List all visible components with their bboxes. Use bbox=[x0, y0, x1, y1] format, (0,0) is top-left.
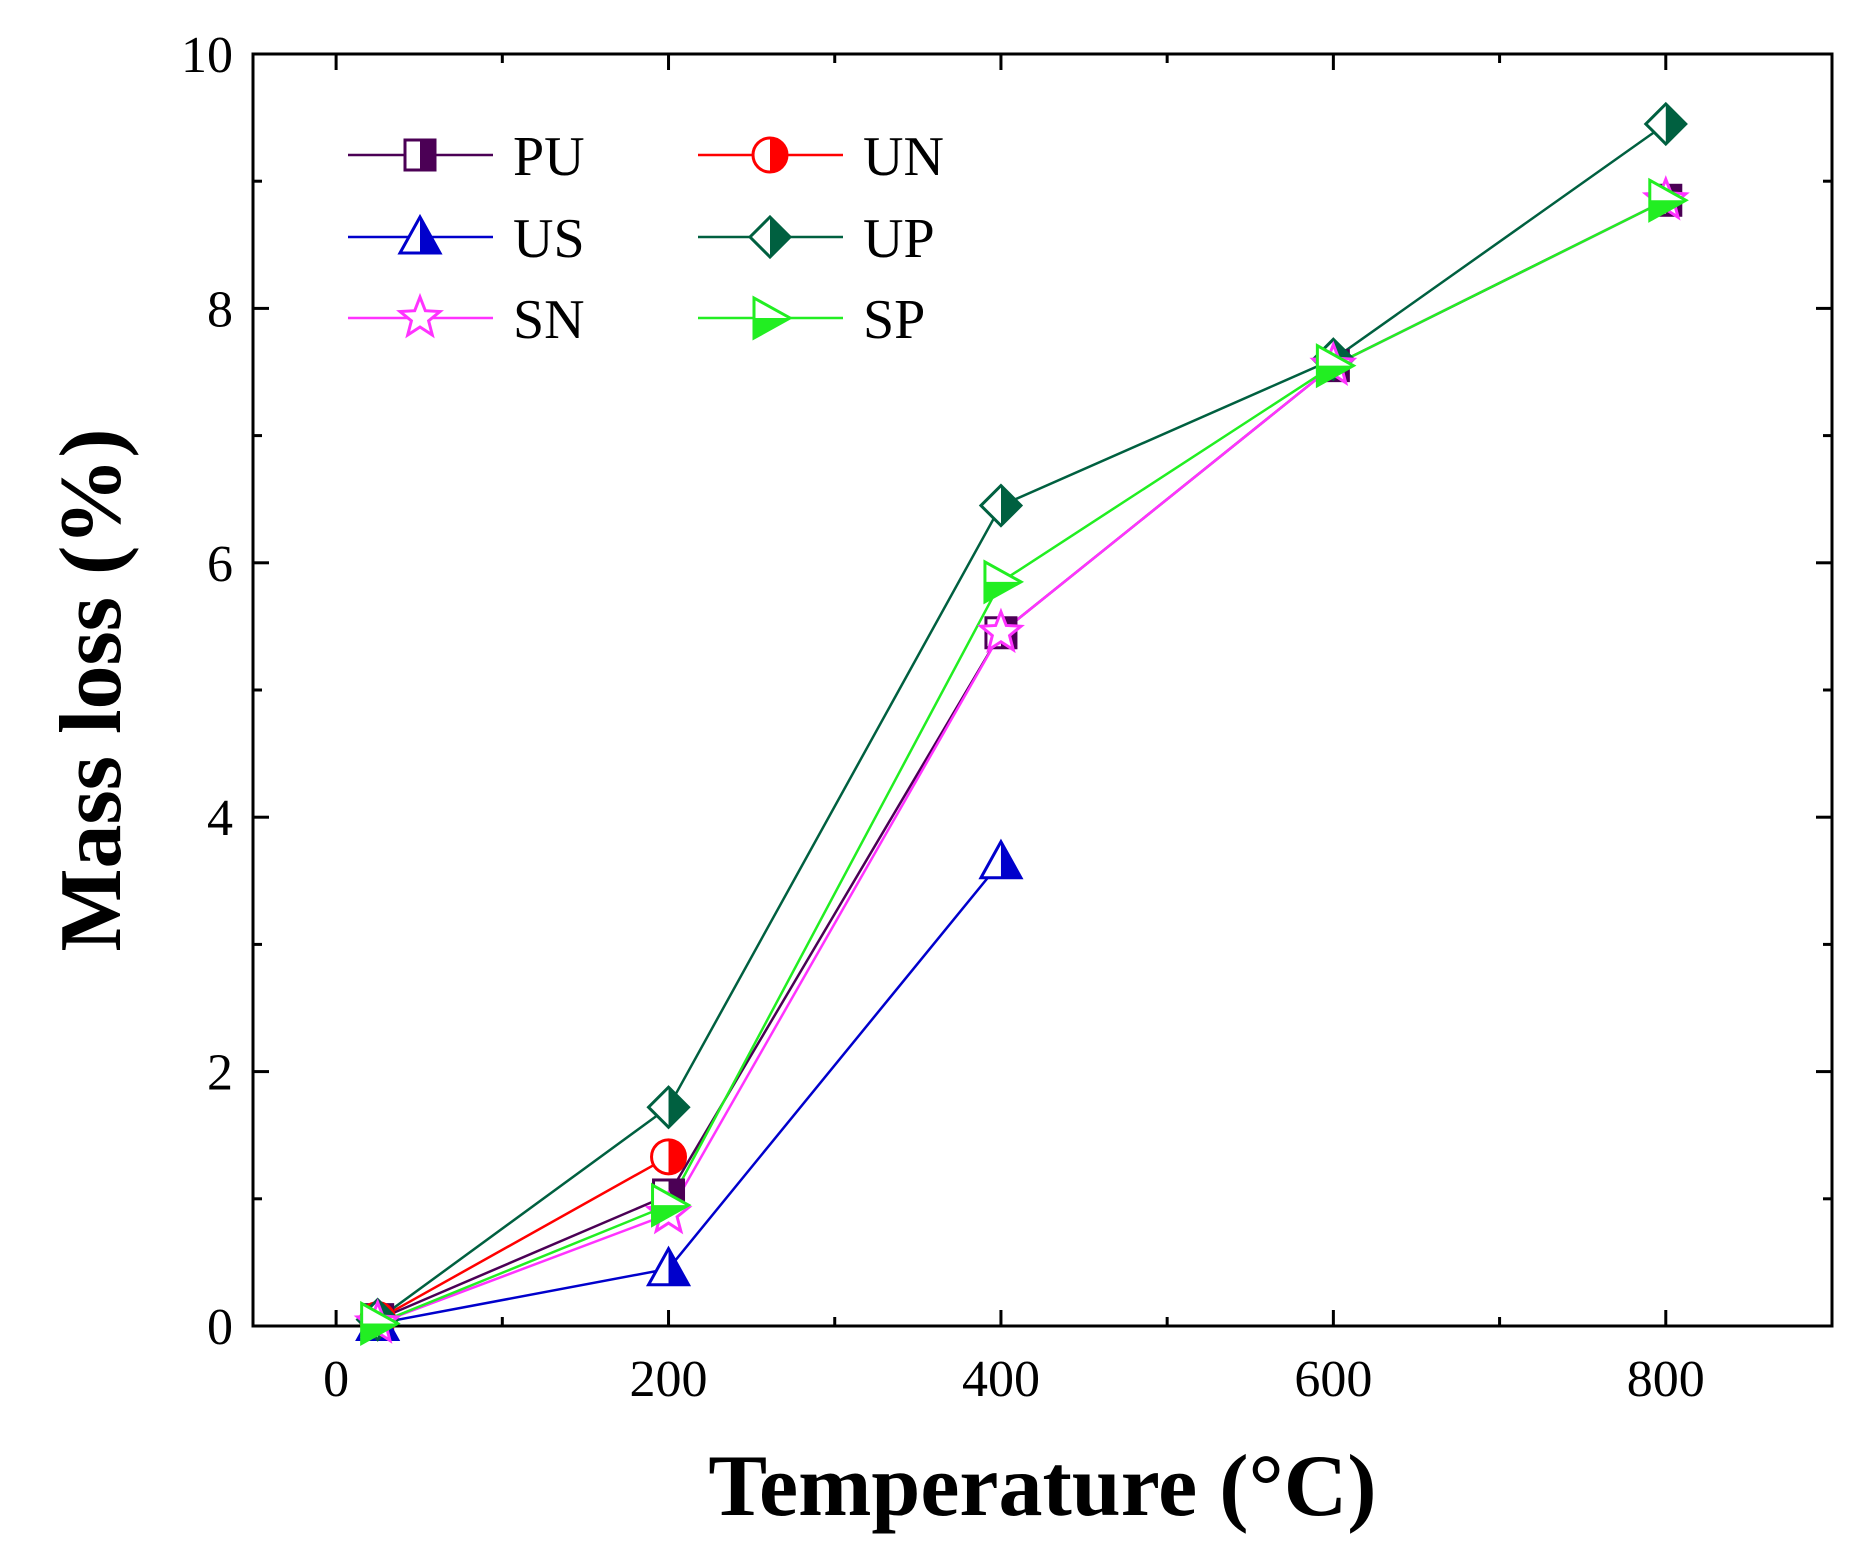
marker-fill bbox=[668, 1248, 689, 1285]
legend-label-sp: SP bbox=[863, 289, 925, 351]
legend-swatch-marker bbox=[747, 214, 793, 260]
data-point-up bbox=[978, 483, 1024, 528]
data-point-sp bbox=[1315, 343, 1357, 389]
y-tick-label: 0 bbox=[207, 1299, 233, 1356]
x-tick-label: 0 bbox=[323, 1351, 349, 1408]
legend-label-up: UP bbox=[863, 208, 935, 270]
marker-outline bbox=[976, 607, 1025, 654]
marker-fill bbox=[1649, 200, 1686, 221]
marker-fill bbox=[668, 1139, 686, 1174]
x-tick-label: 200 bbox=[630, 1351, 708, 1408]
marker-outline bbox=[396, 292, 444, 339]
series-line-sp bbox=[377, 199, 1667, 1325]
marker-fill bbox=[668, 1087, 689, 1128]
data-point-sp bbox=[1648, 177, 1689, 223]
data-point-sn bbox=[976, 607, 1025, 654]
legend-swatch-marker bbox=[397, 213, 443, 255]
data-point-sp bbox=[651, 1182, 692, 1228]
legend-item-sp: SP bbox=[698, 289, 925, 351]
data-point-sp bbox=[983, 559, 1025, 605]
legend: PU UN US UP SN SP bbox=[348, 126, 944, 351]
x-tick-label: 800 bbox=[1627, 1351, 1705, 1408]
marker-fill bbox=[1000, 841, 1021, 878]
data-point-up bbox=[1643, 101, 1688, 147]
legend-swatch-marker bbox=[752, 295, 794, 341]
y-axis-title: Mass loss (%) bbox=[43, 428, 140, 951]
x-axis-title: Temperature (°C) bbox=[708, 1438, 1376, 1535]
data-point-sp bbox=[360, 1300, 401, 1347]
axes: 0 200 400 600 800 0 2 4 6 8 10 bbox=[181, 27, 1834, 1408]
marker-fill bbox=[984, 581, 1021, 602]
series-line-un bbox=[377, 1155, 670, 1321]
y-tick-label: 2 bbox=[207, 1045, 233, 1102]
series-line-sn bbox=[377, 199, 1667, 1325]
marker-fill bbox=[361, 1323, 398, 1344]
marker-fill bbox=[754, 318, 790, 338]
y-tick-label: 6 bbox=[207, 536, 233, 593]
legend-swatch-marker bbox=[751, 136, 789, 174]
legend-label-sn: SN bbox=[513, 289, 585, 351]
y-tick-label: 10 bbox=[181, 27, 233, 84]
legend-item-pu: PU bbox=[348, 126, 585, 188]
legend-label-us: US bbox=[513, 208, 585, 270]
plot-frame bbox=[251, 52, 1834, 1328]
x-tick-label: 400 bbox=[962, 1351, 1040, 1408]
legend-item-sn: SN bbox=[348, 289, 585, 351]
x-tick-label: 600 bbox=[1294, 1351, 1372, 1408]
marker-fill bbox=[652, 1205, 689, 1226]
legend-item-up: UP bbox=[698, 208, 935, 270]
y-tick-label: 4 bbox=[207, 790, 233, 847]
data-point-us bbox=[978, 838, 1024, 880]
legend-label-un: UN bbox=[863, 126, 944, 188]
legend-label-pu: PU bbox=[513, 126, 585, 188]
marker-fill bbox=[420, 217, 440, 253]
y-tick-label: 8 bbox=[207, 281, 233, 338]
marker-fill bbox=[770, 138, 787, 172]
marker-fill bbox=[1665, 103, 1686, 144]
marker-fill bbox=[1000, 485, 1021, 526]
legend-item-un: UN bbox=[698, 126, 944, 188]
marker-fill bbox=[770, 217, 790, 257]
legend-swatch-marker bbox=[403, 138, 437, 172]
marker-fill bbox=[1317, 365, 1354, 386]
data-point-up bbox=[646, 1085, 691, 1130]
legend-swatch-marker bbox=[396, 292, 444, 339]
series-markers bbox=[353, 101, 1690, 1347]
series-line-us bbox=[377, 860, 1002, 1325]
series-line-pu bbox=[377, 199, 1667, 1321]
legend-item-us: US bbox=[348, 208, 585, 270]
data-point-us bbox=[645, 1245, 692, 1287]
marker-fill bbox=[420, 140, 435, 170]
data-point-un bbox=[650, 1138, 688, 1176]
